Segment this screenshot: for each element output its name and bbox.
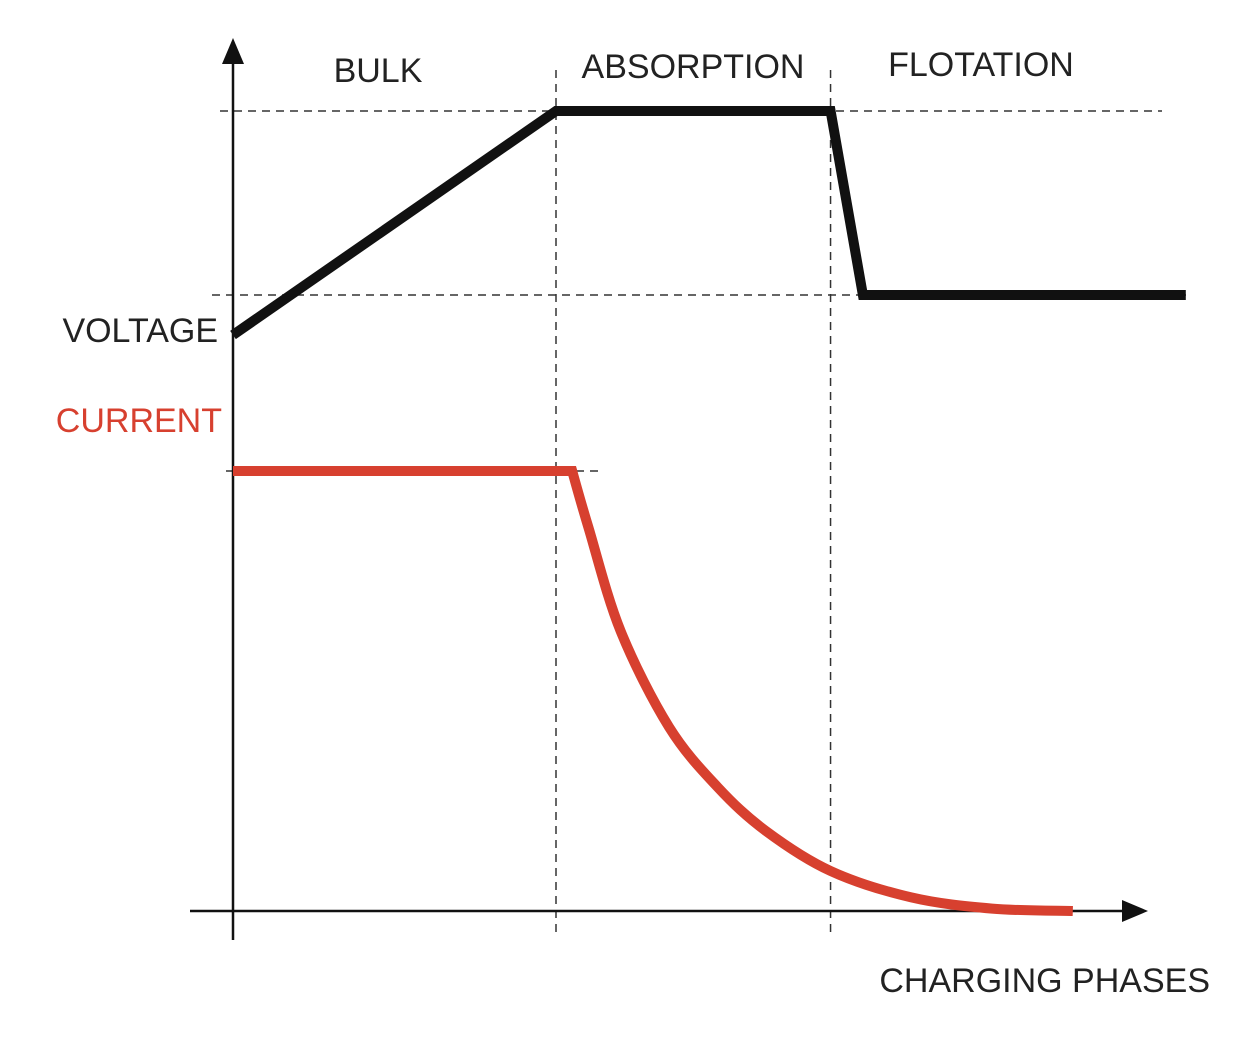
- guide-lines: [212, 70, 1187, 935]
- series-label-voltage: VOLTAGE: [62, 312, 218, 350]
- phase-label-flotation: FLOTATION: [888, 46, 1074, 84]
- x-axis-arrow: [1122, 900, 1148, 922]
- x-axis-label: CHARGING PHASES: [879, 962, 1210, 1000]
- phase-label-bulk: BULK: [334, 52, 423, 90]
- series-line-current: [233, 466, 1073, 916]
- series-line-voltage: [230, 106, 1186, 340]
- series-label-current: CURRENT: [56, 402, 222, 440]
- phase-label-absorption: ABSORPTION: [582, 48, 805, 86]
- y-axis-arrow: [222, 38, 244, 64]
- series-layer: [230, 106, 1186, 916]
